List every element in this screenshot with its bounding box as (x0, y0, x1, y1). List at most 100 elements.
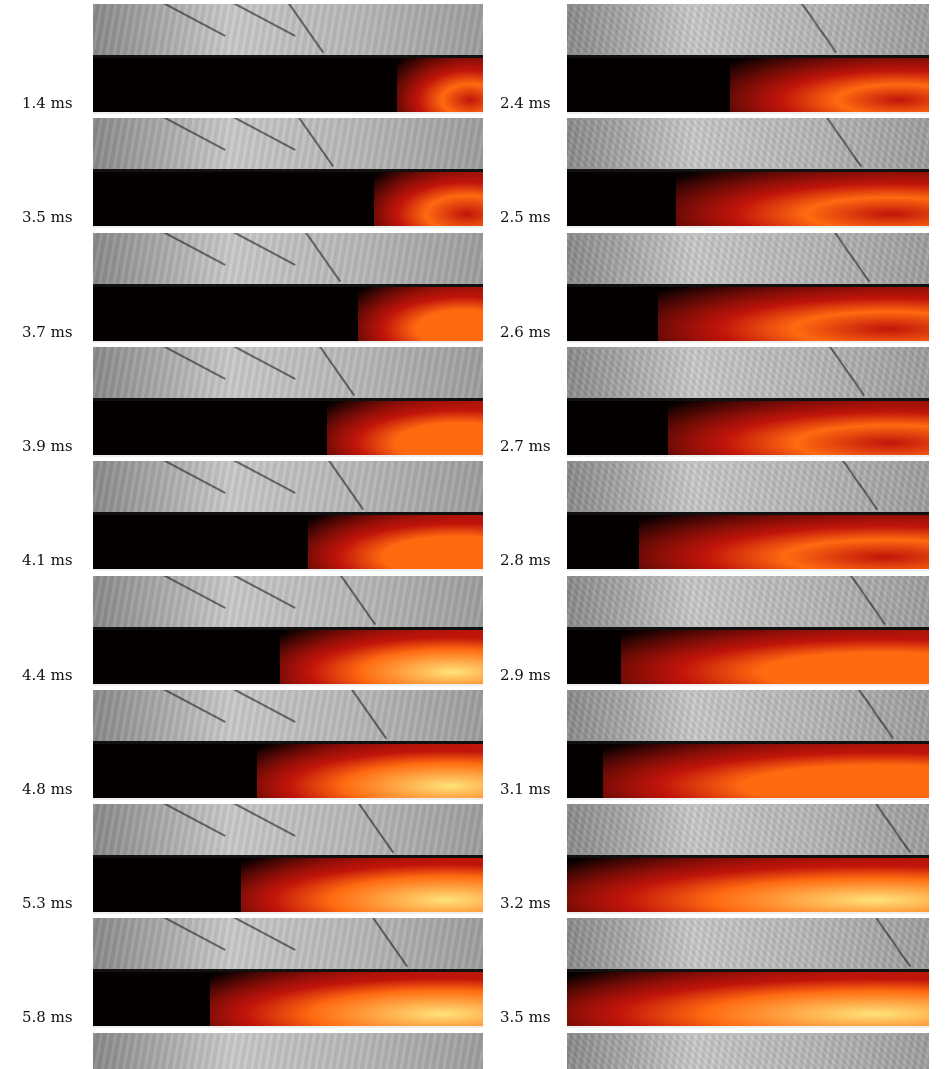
bow-shock (93, 690, 145, 741)
shock-wave (298, 118, 335, 168)
flame-glow (397, 58, 483, 114)
image-frame (567, 804, 929, 917)
chemiluminescence-image (567, 743, 929, 800)
schlieren-image (567, 4, 929, 55)
shock-wave (829, 346, 866, 397)
channel-wall (93, 55, 483, 58)
shock-wave (874, 804, 911, 854)
flame-glow (657, 286, 929, 343)
frame-bottom-edge (93, 340, 483, 343)
frame-bottom-edge (93, 454, 483, 457)
bow-shock (93, 233, 145, 284)
channel-wall (93, 397, 483, 401)
schlieren-image (567, 918, 929, 970)
image-frame (93, 232, 483, 346)
frame-bottom-edge (93, 1026, 483, 1029)
flame-glow (256, 743, 483, 800)
shock-wave (842, 461, 879, 511)
channel-wall (93, 740, 483, 744)
time-label: 2.4 ms (500, 94, 551, 112)
frame-bottom-edge (93, 112, 483, 114)
schlieren-image (93, 1032, 483, 1069)
schlieren-image (567, 575, 929, 627)
shock-wave (357, 804, 394, 854)
chemiluminescence-image (567, 400, 929, 457)
image-frame (567, 4, 929, 117)
shock-wave (233, 689, 297, 723)
frame-bottom-edge (567, 683, 929, 686)
image-frame (567, 575, 929, 689)
shock-wave (163, 689, 226, 723)
schlieren-image (93, 346, 483, 398)
image-frame (567, 118, 929, 231)
time-label: 2.7 ms (500, 436, 551, 455)
frame-bottom-edge (93, 683, 483, 686)
shock-wave (305, 232, 342, 282)
flame-glow (280, 629, 483, 686)
image-frame (93, 118, 483, 231)
flame-glow (675, 172, 929, 229)
time-label: 5.8 ms (22, 1008, 73, 1027)
shock-wave (233, 918, 297, 952)
image-frame (93, 461, 483, 574)
bow-shock (93, 804, 145, 855)
shock-wave (163, 232, 226, 266)
schlieren-image (93, 4, 483, 55)
shock-wave (233, 118, 297, 152)
shock-wave (163, 461, 226, 495)
frame-bottom-edge (567, 340, 929, 343)
flame-glow (567, 858, 929, 915)
shock-wave (825, 118, 862, 168)
chemiluminescence-image (93, 515, 483, 572)
channel-wall (93, 283, 483, 287)
chemiluminescence-image (567, 515, 929, 572)
schlieren-image (567, 689, 929, 741)
time-label: 5.3 ms (22, 894, 73, 913)
chemiluminescence-image (567, 629, 929, 686)
bow-shock (93, 4, 145, 55)
chemiluminescence-image (567, 858, 929, 915)
schlieren-image (93, 689, 483, 741)
shock-wave (163, 918, 226, 952)
flame-glow (567, 972, 929, 1029)
chemiluminescence-image (93, 58, 483, 114)
chemiluminescence-image (93, 286, 483, 343)
bow-shock (93, 347, 145, 398)
shock-wave (233, 804, 297, 837)
chemiluminescence-image (93, 172, 483, 229)
flame-glow (327, 400, 483, 457)
time-label: 2.6 ms (500, 322, 551, 341)
shock-wave (287, 4, 324, 54)
channel-wall (567, 855, 929, 859)
time-label: 4.4 ms (22, 665, 73, 684)
time-label: 4.1 ms (22, 551, 73, 570)
shock-wave (163, 118, 226, 152)
frame-bottom-edge (567, 454, 929, 457)
chemiluminescence-image (93, 972, 483, 1029)
channel-wall (93, 512, 483, 516)
channel-wall (93, 969, 483, 973)
time-label: 3.9 ms (22, 436, 73, 455)
channel-wall (93, 855, 483, 859)
channel-wall (567, 397, 929, 401)
shock-wave (163, 346, 226, 380)
bow-shock (93, 118, 145, 169)
time-label: 1.4 ms (22, 94, 73, 112)
frame-bottom-edge (567, 797, 929, 800)
time-label: 3.5 ms (22, 208, 73, 227)
frame-bottom-edge (567, 226, 929, 229)
shock-wave (371, 918, 408, 968)
shock-wave (233, 461, 297, 495)
schlieren-image (93, 461, 483, 513)
flame-glow (729, 58, 929, 114)
channel-wall (567, 740, 929, 744)
shock-wave (874, 918, 911, 968)
shock-wave (858, 689, 895, 739)
image-frame (93, 804, 483, 917)
image-frame (567, 346, 929, 460)
shock-wave (233, 4, 297, 37)
chemiluminescence-image (93, 858, 483, 915)
frame-bottom-edge (93, 912, 483, 915)
chemiluminescence-image (93, 400, 483, 457)
channel-wall (93, 169, 483, 173)
